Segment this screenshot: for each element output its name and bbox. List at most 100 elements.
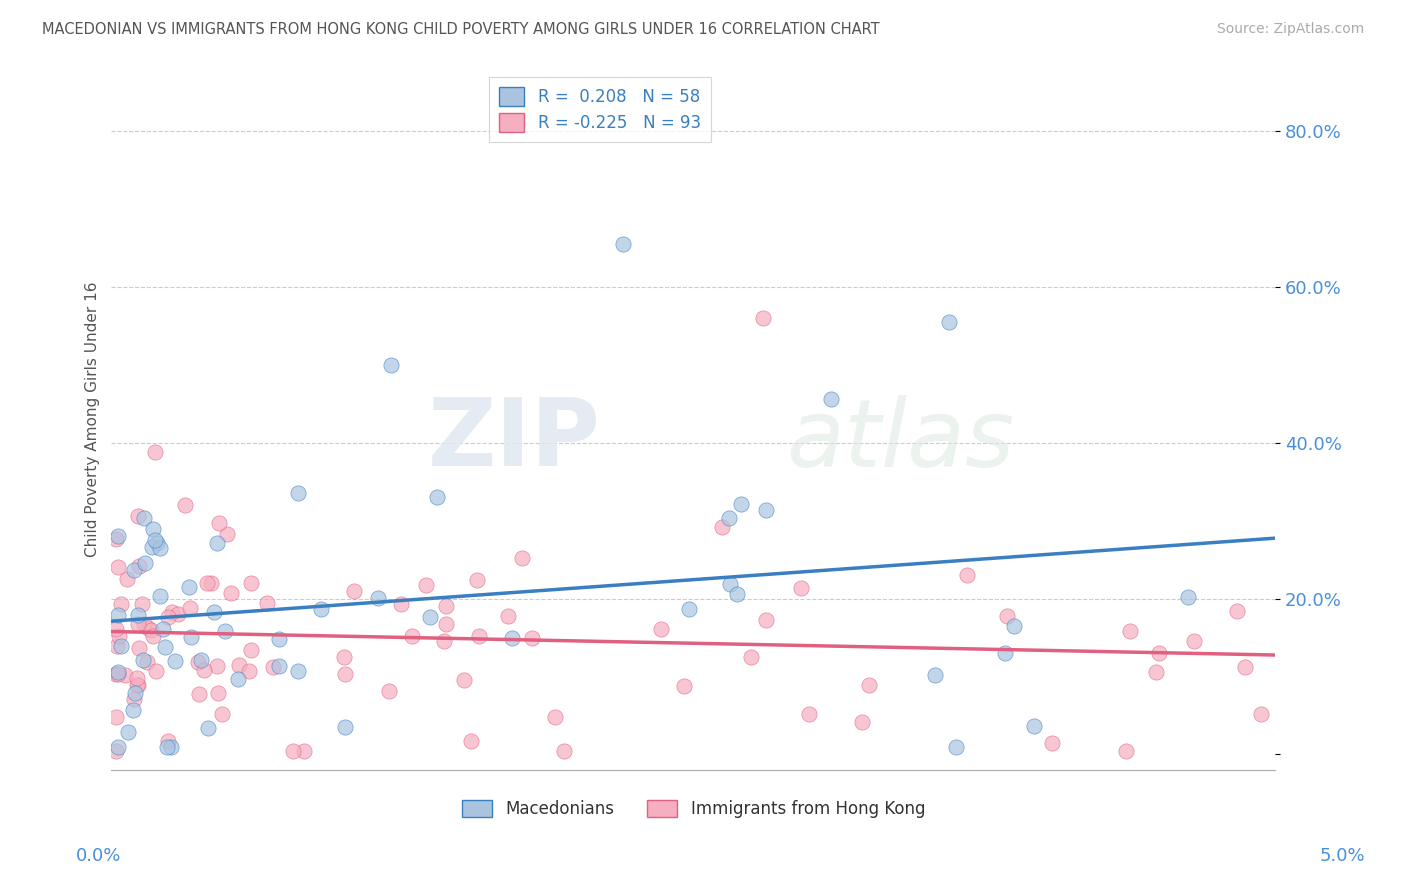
Point <box>1233 659 1256 673</box>
Point <box>211 707 233 722</box>
Point <box>710 520 733 534</box>
Point <box>333 649 356 664</box>
Point <box>125 678 148 692</box>
Point <box>228 672 250 686</box>
Point <box>239 642 262 657</box>
Point <box>553 743 575 757</box>
Point <box>219 586 242 600</box>
Point <box>717 511 740 525</box>
Point <box>240 576 263 591</box>
Point <box>544 709 567 723</box>
Point <box>124 686 146 700</box>
Point <box>132 653 155 667</box>
Point <box>755 503 778 517</box>
Point <box>924 668 946 682</box>
Point <box>141 540 163 554</box>
Point <box>496 609 519 624</box>
Point <box>125 671 148 685</box>
Point <box>755 613 778 627</box>
Point <box>228 657 250 672</box>
Point <box>174 498 197 512</box>
Point <box>858 678 880 692</box>
Point <box>105 622 128 636</box>
Point <box>267 632 290 647</box>
Point <box>105 743 128 757</box>
Point <box>1147 646 1170 660</box>
Point <box>217 526 239 541</box>
Point <box>238 664 260 678</box>
Point <box>107 529 129 543</box>
Point <box>938 315 960 329</box>
Point <box>149 590 172 604</box>
Point <box>945 739 967 754</box>
Point <box>1144 665 1167 679</box>
Point <box>740 649 762 664</box>
Point <box>131 597 153 611</box>
Point <box>187 655 209 669</box>
Point <box>127 616 149 631</box>
Point <box>292 743 315 757</box>
Point <box>419 610 441 624</box>
Y-axis label: Child Poverty Among Girls Under 16: Child Poverty Among Girls Under 16 <box>86 282 100 557</box>
Point <box>343 583 366 598</box>
Text: atlas: atlas <box>786 395 1015 486</box>
Point <box>415 578 437 592</box>
Point <box>207 659 229 673</box>
Point <box>142 628 165 642</box>
Point <box>612 236 634 251</box>
Point <box>465 574 488 588</box>
Point <box>166 607 188 621</box>
Point <box>122 703 145 717</box>
Point <box>142 522 165 536</box>
Point <box>128 640 150 655</box>
Point <box>790 581 813 595</box>
Point <box>155 640 177 655</box>
Point <box>520 632 543 646</box>
Point <box>145 536 167 550</box>
Point <box>110 597 132 611</box>
Legend: Macedonians, Immigrants from Hong Kong: Macedonians, Immigrants from Hong Kong <box>456 793 932 825</box>
Point <box>1040 736 1063 750</box>
Point <box>105 666 128 681</box>
Point <box>434 617 457 632</box>
Point <box>107 665 129 679</box>
Point <box>156 734 179 748</box>
Point <box>995 608 1018 623</box>
Point <box>149 541 172 556</box>
Point <box>115 572 138 586</box>
Point <box>287 486 309 500</box>
Point <box>208 516 231 531</box>
Point <box>214 624 236 638</box>
Point <box>281 743 304 757</box>
Point <box>117 725 139 739</box>
Point <box>157 610 180 624</box>
Point <box>287 665 309 679</box>
Text: ZIP: ZIP <box>427 394 600 486</box>
Point <box>134 556 156 570</box>
Point <box>720 577 742 591</box>
Point <box>335 720 357 734</box>
Point <box>162 605 184 619</box>
Point <box>256 596 278 610</box>
Point <box>1002 619 1025 633</box>
Point <box>124 692 146 706</box>
Point <box>134 617 156 632</box>
Point <box>145 533 167 548</box>
Point <box>136 621 159 635</box>
Point <box>145 665 167 679</box>
Point <box>136 656 159 670</box>
Point <box>200 576 222 591</box>
Point <box>1119 624 1142 638</box>
Point <box>678 602 700 616</box>
Point <box>269 659 291 673</box>
Text: Source: ZipAtlas.com: Source: ZipAtlas.com <box>1216 22 1364 37</box>
Point <box>127 608 149 623</box>
Point <box>128 558 150 573</box>
Point <box>367 591 389 605</box>
Point <box>110 639 132 653</box>
Text: 5.0%: 5.0% <box>1320 847 1365 865</box>
Point <box>730 497 752 511</box>
Point <box>1177 590 1199 604</box>
Point <box>956 568 979 582</box>
Point <box>797 706 820 721</box>
